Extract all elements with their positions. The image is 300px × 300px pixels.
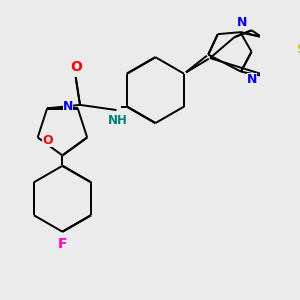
Text: S: S xyxy=(296,43,300,56)
Text: N: N xyxy=(247,73,257,86)
Text: O: O xyxy=(70,60,82,74)
Text: F: F xyxy=(58,237,67,251)
Text: N: N xyxy=(237,16,247,29)
Text: NH: NH xyxy=(108,114,128,127)
Text: O: O xyxy=(42,134,52,146)
Text: N: N xyxy=(63,100,74,113)
